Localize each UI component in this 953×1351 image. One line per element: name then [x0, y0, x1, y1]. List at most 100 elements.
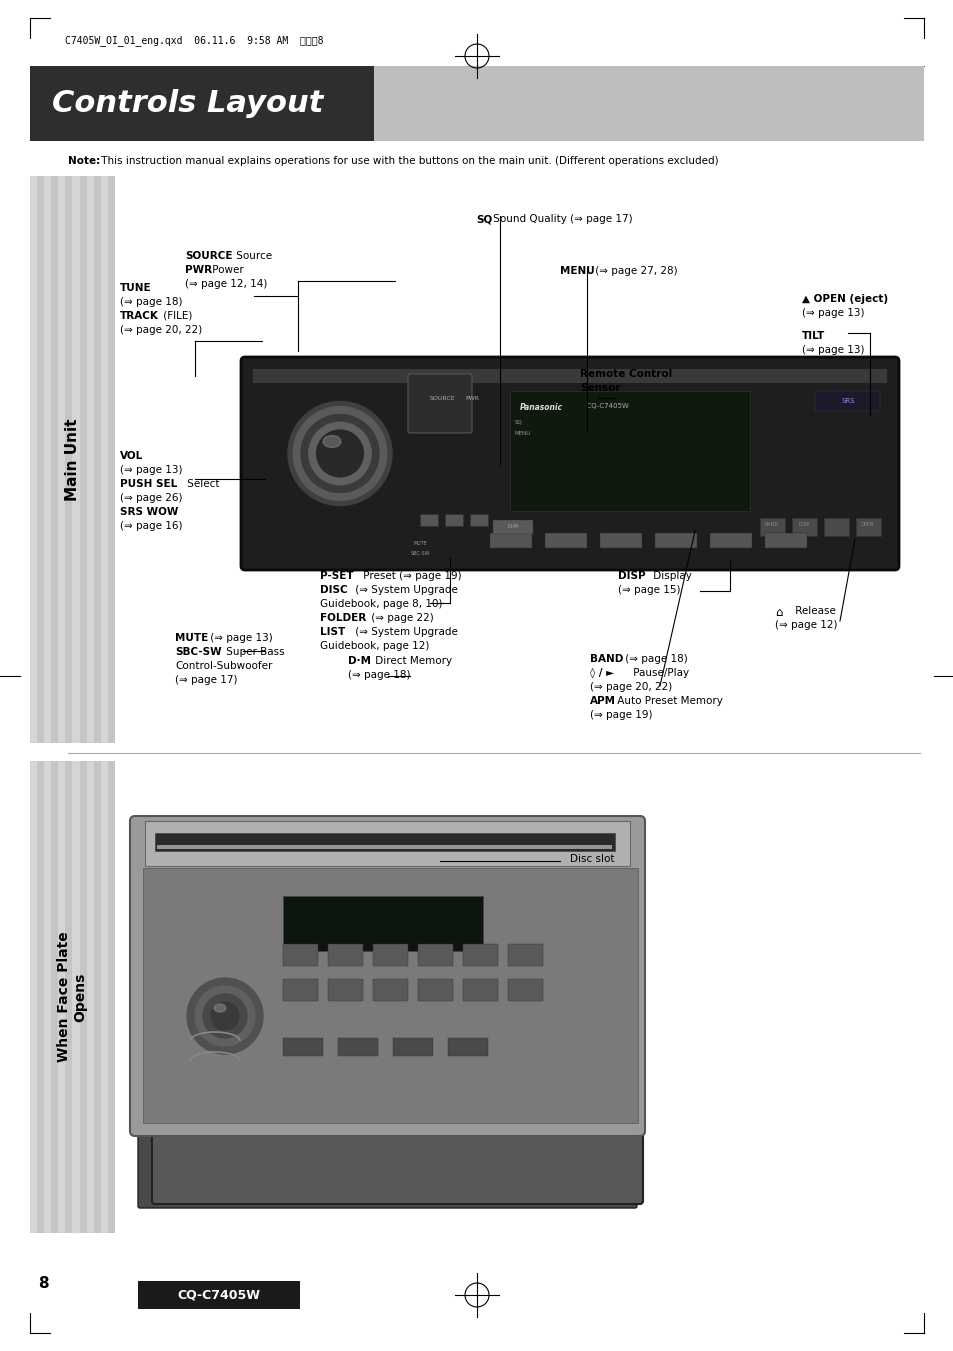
Bar	[655, 534, 697, 549]
Text: SOURCE: SOURCE	[430, 396, 456, 401]
Bar	[30, 176, 37, 743]
Text: LIST: LIST	[319, 627, 345, 638]
Bar	[510, 390, 749, 511]
Text: (⇒ page 15): (⇒ page 15)	[618, 585, 679, 594]
Text: (⇒ page 22): (⇒ page 22)	[368, 613, 434, 623]
Text: Pause/Play: Pause/Play	[629, 667, 688, 678]
Text: (⇒ page 13): (⇒ page 13)	[120, 465, 182, 476]
FancyBboxPatch shape	[138, 1125, 637, 1208]
Text: (⇒ page 13): (⇒ page 13)	[801, 308, 863, 317]
Text: SQ: SQ	[515, 419, 522, 424]
Text: This instruction manual explains operations for use with the buttons on the main: This instruction manual explains operati…	[98, 155, 718, 166]
Text: SBC-SW: SBC-SW	[410, 551, 429, 557]
Bar	[44, 761, 51, 1233]
Text: Select: Select	[184, 480, 219, 489]
Text: Panasonic: Panasonic	[519, 403, 562, 412]
Text: 8: 8	[38, 1275, 49, 1290]
Text: (⇒ page 16): (⇒ page 16)	[120, 521, 182, 531]
Text: (⇒ System Upgrade: (⇒ System Upgrade	[352, 627, 457, 638]
Ellipse shape	[213, 1004, 226, 1012]
Bar	[72, 176, 79, 743]
Text: Sensor: Sensor	[579, 382, 619, 393]
Text: Source: Source	[233, 251, 272, 261]
FancyBboxPatch shape	[408, 374, 472, 434]
Bar	[79, 176, 87, 743]
Text: (⇒ page 20, 22): (⇒ page 20, 22)	[120, 326, 202, 335]
Bar	[30, 761, 37, 1233]
Bar	[79, 761, 87, 1233]
Text: Guidebook, page 12): Guidebook, page 12)	[319, 640, 429, 651]
Text: PWR: PWR	[464, 396, 478, 401]
Text: (⇒ page 18): (⇒ page 18)	[348, 670, 410, 680]
Text: Sound Quality (⇒ page 17): Sound Quality (⇒ page 17)	[490, 213, 632, 224]
Circle shape	[211, 1002, 239, 1029]
Text: Display: Display	[649, 571, 691, 581]
Bar	[93, 176, 101, 743]
Bar	[760, 517, 784, 536]
Bar	[374, 66, 923, 141]
Text: Preset (⇒ page 19): Preset (⇒ page 19)	[359, 571, 461, 581]
Text: PWR: PWR	[185, 265, 212, 276]
Circle shape	[203, 994, 247, 1038]
Bar	[470, 513, 488, 526]
Bar	[283, 1038, 323, 1056]
Bar	[599, 534, 641, 549]
Bar	[143, 867, 638, 1123]
Text: Disc slot: Disc slot	[569, 854, 614, 865]
Text: VOL: VOL	[120, 451, 143, 461]
Text: (⇒ System Upgrade: (⇒ System Upgrade	[352, 585, 457, 594]
Text: D-M: D-M	[507, 523, 517, 528]
Bar	[51, 761, 58, 1233]
Bar	[373, 979, 408, 1001]
Bar	[93, 761, 101, 1233]
Text: (⇒ page 19): (⇒ page 19)	[589, 711, 652, 720]
Text: MENU: MENU	[515, 431, 531, 436]
Bar	[444, 513, 462, 526]
Bar	[87, 761, 93, 1233]
Bar	[462, 944, 497, 966]
Bar	[157, 844, 612, 848]
Bar	[66, 761, 72, 1233]
Bar	[448, 1038, 488, 1056]
Bar	[87, 176, 93, 743]
Text: C7405W_OI_01_eng.qxd  06.11.6  9:58 AM  ページ8: C7405W_OI_01_eng.qxd 06.11.6 9:58 AM ページ…	[65, 35, 323, 46]
FancyBboxPatch shape	[152, 1119, 642, 1204]
Bar	[66, 176, 72, 743]
Text: BAND: BAND	[589, 654, 622, 663]
Bar	[30, 66, 374, 141]
Text: (⇒ page 13): (⇒ page 13)	[207, 634, 273, 643]
Bar	[58, 761, 66, 1233]
Text: BAND: BAND	[764, 521, 779, 527]
Circle shape	[316, 430, 363, 477]
Text: Control-Subwoofer: Control-Subwoofer	[174, 661, 273, 671]
Text: (⇒ page 18): (⇒ page 18)	[621, 654, 687, 663]
Text: FOLDER: FOLDER	[319, 613, 366, 623]
Bar	[72, 761, 79, 1233]
Text: (⇒ page 12): (⇒ page 12)	[774, 620, 837, 630]
Bar	[544, 534, 586, 549]
Bar	[419, 513, 437, 526]
Circle shape	[187, 978, 263, 1054]
Bar	[37, 761, 44, 1233]
Text: MUTE: MUTE	[174, 634, 208, 643]
Bar	[823, 517, 848, 536]
Bar	[58, 176, 66, 743]
FancyBboxPatch shape	[130, 816, 644, 1136]
Text: Note:: Note:	[68, 155, 100, 166]
Text: PUSH SEL: PUSH SEL	[120, 480, 177, 489]
Bar	[373, 944, 408, 966]
Text: Main Unit: Main Unit	[65, 419, 80, 501]
Text: Auto Preset Memory: Auto Preset Memory	[614, 696, 722, 707]
Text: (⇒ page 26): (⇒ page 26)	[120, 493, 182, 503]
Bar	[855, 517, 880, 536]
Text: DISP: DISP	[798, 521, 809, 527]
Bar	[328, 944, 363, 966]
Text: (FILE): (FILE)	[160, 311, 193, 322]
Text: DISC: DISC	[319, 585, 347, 594]
Bar	[337, 1038, 377, 1056]
Bar	[507, 979, 542, 1001]
Circle shape	[301, 415, 378, 493]
Text: DISP: DISP	[618, 571, 645, 581]
Bar	[101, 761, 108, 1233]
Bar	[283, 979, 317, 1001]
